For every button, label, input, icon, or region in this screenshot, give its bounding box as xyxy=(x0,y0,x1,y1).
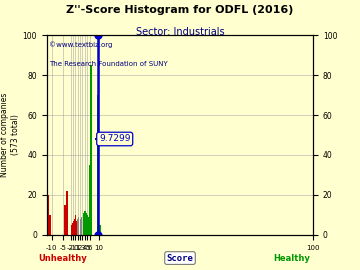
Text: ©www.textbiz.org: ©www.textbiz.org xyxy=(49,41,113,48)
Text: Healthy: Healthy xyxy=(273,254,310,262)
Bar xyxy=(83,213,84,235)
Bar xyxy=(77,219,78,235)
Bar xyxy=(89,165,90,235)
Bar xyxy=(88,217,89,235)
Bar xyxy=(49,215,51,235)
Bar xyxy=(87,215,88,235)
Bar xyxy=(99,225,102,235)
Bar xyxy=(79,219,80,235)
Bar xyxy=(90,65,92,235)
Bar xyxy=(80,219,81,235)
Bar xyxy=(78,217,79,235)
Text: The Research Foundation of SUNY: The Research Foundation of SUNY xyxy=(49,61,168,67)
Bar xyxy=(73,223,74,235)
Bar xyxy=(97,95,99,235)
Bar xyxy=(86,213,87,235)
Text: 9.7299: 9.7299 xyxy=(99,134,130,143)
Text: Score: Score xyxy=(167,254,193,262)
Bar xyxy=(84,211,85,235)
Bar xyxy=(75,215,76,235)
Bar xyxy=(76,221,77,235)
Text: Unhealthy: Unhealthy xyxy=(39,254,87,262)
Bar xyxy=(72,223,73,235)
Bar xyxy=(66,191,68,235)
Bar xyxy=(71,225,72,235)
Bar xyxy=(74,219,75,235)
Bar xyxy=(82,209,83,235)
Text: Sector: Industrials: Sector: Industrials xyxy=(136,27,224,37)
Text: Z''-Score Histogram for ODFL (2016): Z''-Score Histogram for ODFL (2016) xyxy=(66,5,294,15)
Bar xyxy=(85,211,86,235)
Bar xyxy=(81,217,82,235)
Bar xyxy=(47,195,49,235)
Bar xyxy=(64,205,66,235)
Y-axis label: Number of companies
(573 total): Number of companies (573 total) xyxy=(0,93,20,177)
